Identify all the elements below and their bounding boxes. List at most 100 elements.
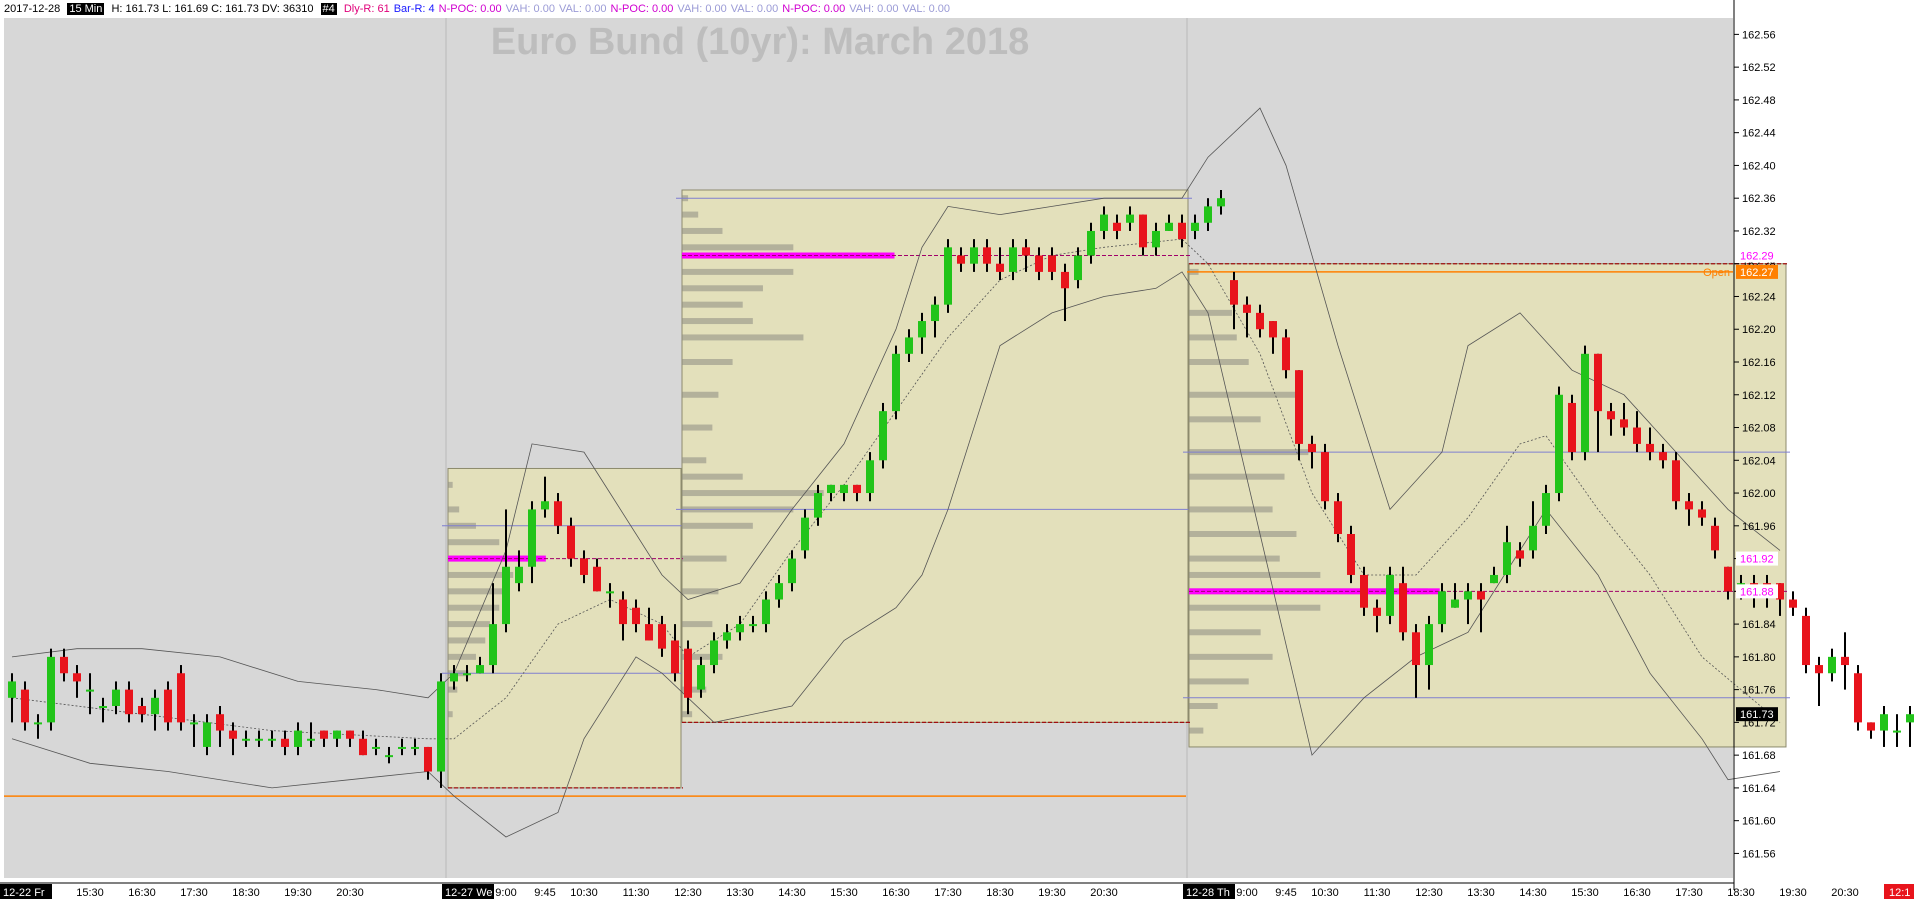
candle-body [580,558,588,575]
header-indicator: VAH: 0.00 [505,3,555,15]
y-tick-label: 161.60 [1742,816,1776,828]
candle-body [1711,525,1719,551]
volume-profile-bar [682,285,763,292]
candle-body [905,337,913,354]
candle-body [1581,353,1589,453]
candle-body [255,738,263,741]
candle-body [333,730,341,739]
header-indicator: VAH: 0.00 [677,3,727,15]
volume-profile-bar [682,490,824,497]
x-tick-label: 17:30 [934,887,962,899]
volume-profile-bar [682,686,707,693]
candle-body [710,640,718,666]
candle-body [1230,280,1238,305]
candle-body [1815,665,1823,674]
y-tick-label: 162.32 [1742,226,1776,238]
price-marker-label: 162.27 [1740,267,1774,279]
volume-profile-bar [682,424,713,431]
candle-body [632,607,640,625]
candle-body [1620,419,1628,428]
volume-profile-bar [682,244,794,251]
candle-body [372,746,380,749]
volume-profile-bar [1189,416,1261,423]
y-tick-label: 162.52 [1742,62,1776,74]
x-tick-label: 16:30 [1623,887,1651,899]
candle-body [788,558,796,584]
volume-profile-bar [448,506,460,513]
candle-body [1503,542,1511,575]
x-tick-label: 11:30 [1364,887,1391,899]
volume-profile-bar [682,359,733,365]
y-tick-label: 161.76 [1742,685,1776,697]
candle-body [1113,222,1121,231]
poc-bar [682,252,895,259]
candle-body [138,706,146,715]
volume-profile-bar [1189,727,1204,734]
price-marker-bg [1736,584,1778,599]
x-tick-label: 15:30 [76,887,104,899]
candle-body [931,304,939,322]
candle-body [1672,460,1680,502]
volume-profile-bar [682,227,723,234]
candle-body [1152,230,1160,248]
candle-body [1789,599,1797,608]
candle-body [814,493,822,518]
volume-profile-bar [448,539,500,546]
candle-body [1308,443,1316,453]
candle-body [606,591,614,594]
candle-body [476,665,484,674]
candle-body [957,255,965,264]
volume-profile-bar [1189,604,1321,611]
volume-profile-bar [1189,309,1232,316]
y-tick-label: 162.04 [1742,455,1776,467]
volume-profile-bar [682,522,753,529]
x-tick-label: 15:30 [1571,887,1599,899]
volume-profile-bar [1189,359,1249,365]
x-tick-label: 19:30 [1038,887,1066,899]
poc-bar [1189,588,1440,595]
candle-body [983,247,991,264]
candle-body [892,353,900,412]
candle-body [1451,599,1459,608]
x-tick-label: 17:30 [1675,887,1703,899]
candle-body [1542,493,1550,526]
candle-body [970,247,978,264]
volume-profile-bar [1189,506,1273,513]
y-tick-label: 161.96 [1742,521,1776,533]
candle-body [60,656,68,674]
candle-body [463,673,471,676]
candle-body [281,738,289,747]
candle-body [385,755,393,758]
x-tick-label: 13:30 [726,887,754,899]
header-period[interactable]: 15 Min [67,3,105,15]
candle-body [1074,255,1082,281]
header-indicators: Dly-R: 61 Bar-R: 4 N-POC: 0.00 VAH: 0.00 VAL… [344,3,954,15]
x-tick-label: 10:30 [1311,887,1339,899]
candle-body [1126,214,1134,223]
candle-body [1490,574,1498,584]
candle-body [697,665,705,690]
volume-profile-bar [1189,653,1273,660]
candle-body [1828,656,1836,674]
session-date-label: 12-28 Th [1186,887,1230,899]
header-indicator: VAL: 0.00 [902,3,951,15]
volume-profile-bar [682,588,719,595]
candle-body [1334,501,1342,534]
y-tick-label: 162.00 [1742,488,1776,500]
x-tick-label: 12:30 [674,887,702,899]
candle-body [567,525,575,559]
y-tick-label: 161.56 [1742,848,1776,860]
session-date-box [1183,884,1235,899]
price-marker-label: 161.92 [1740,554,1774,566]
volume-profile-bar [1189,571,1321,578]
session-date-label: 12-22 Fr [3,887,45,899]
candle-body [762,599,770,625]
y-tick-label: 162.36 [1742,193,1776,205]
candle-body [21,689,29,723]
candle-body [593,566,601,592]
volume-profile-bar [448,686,458,693]
profile-box [1188,263,1787,748]
header-indicator: Bar-R: 4 [393,3,435,15]
candle-body [398,746,406,749]
